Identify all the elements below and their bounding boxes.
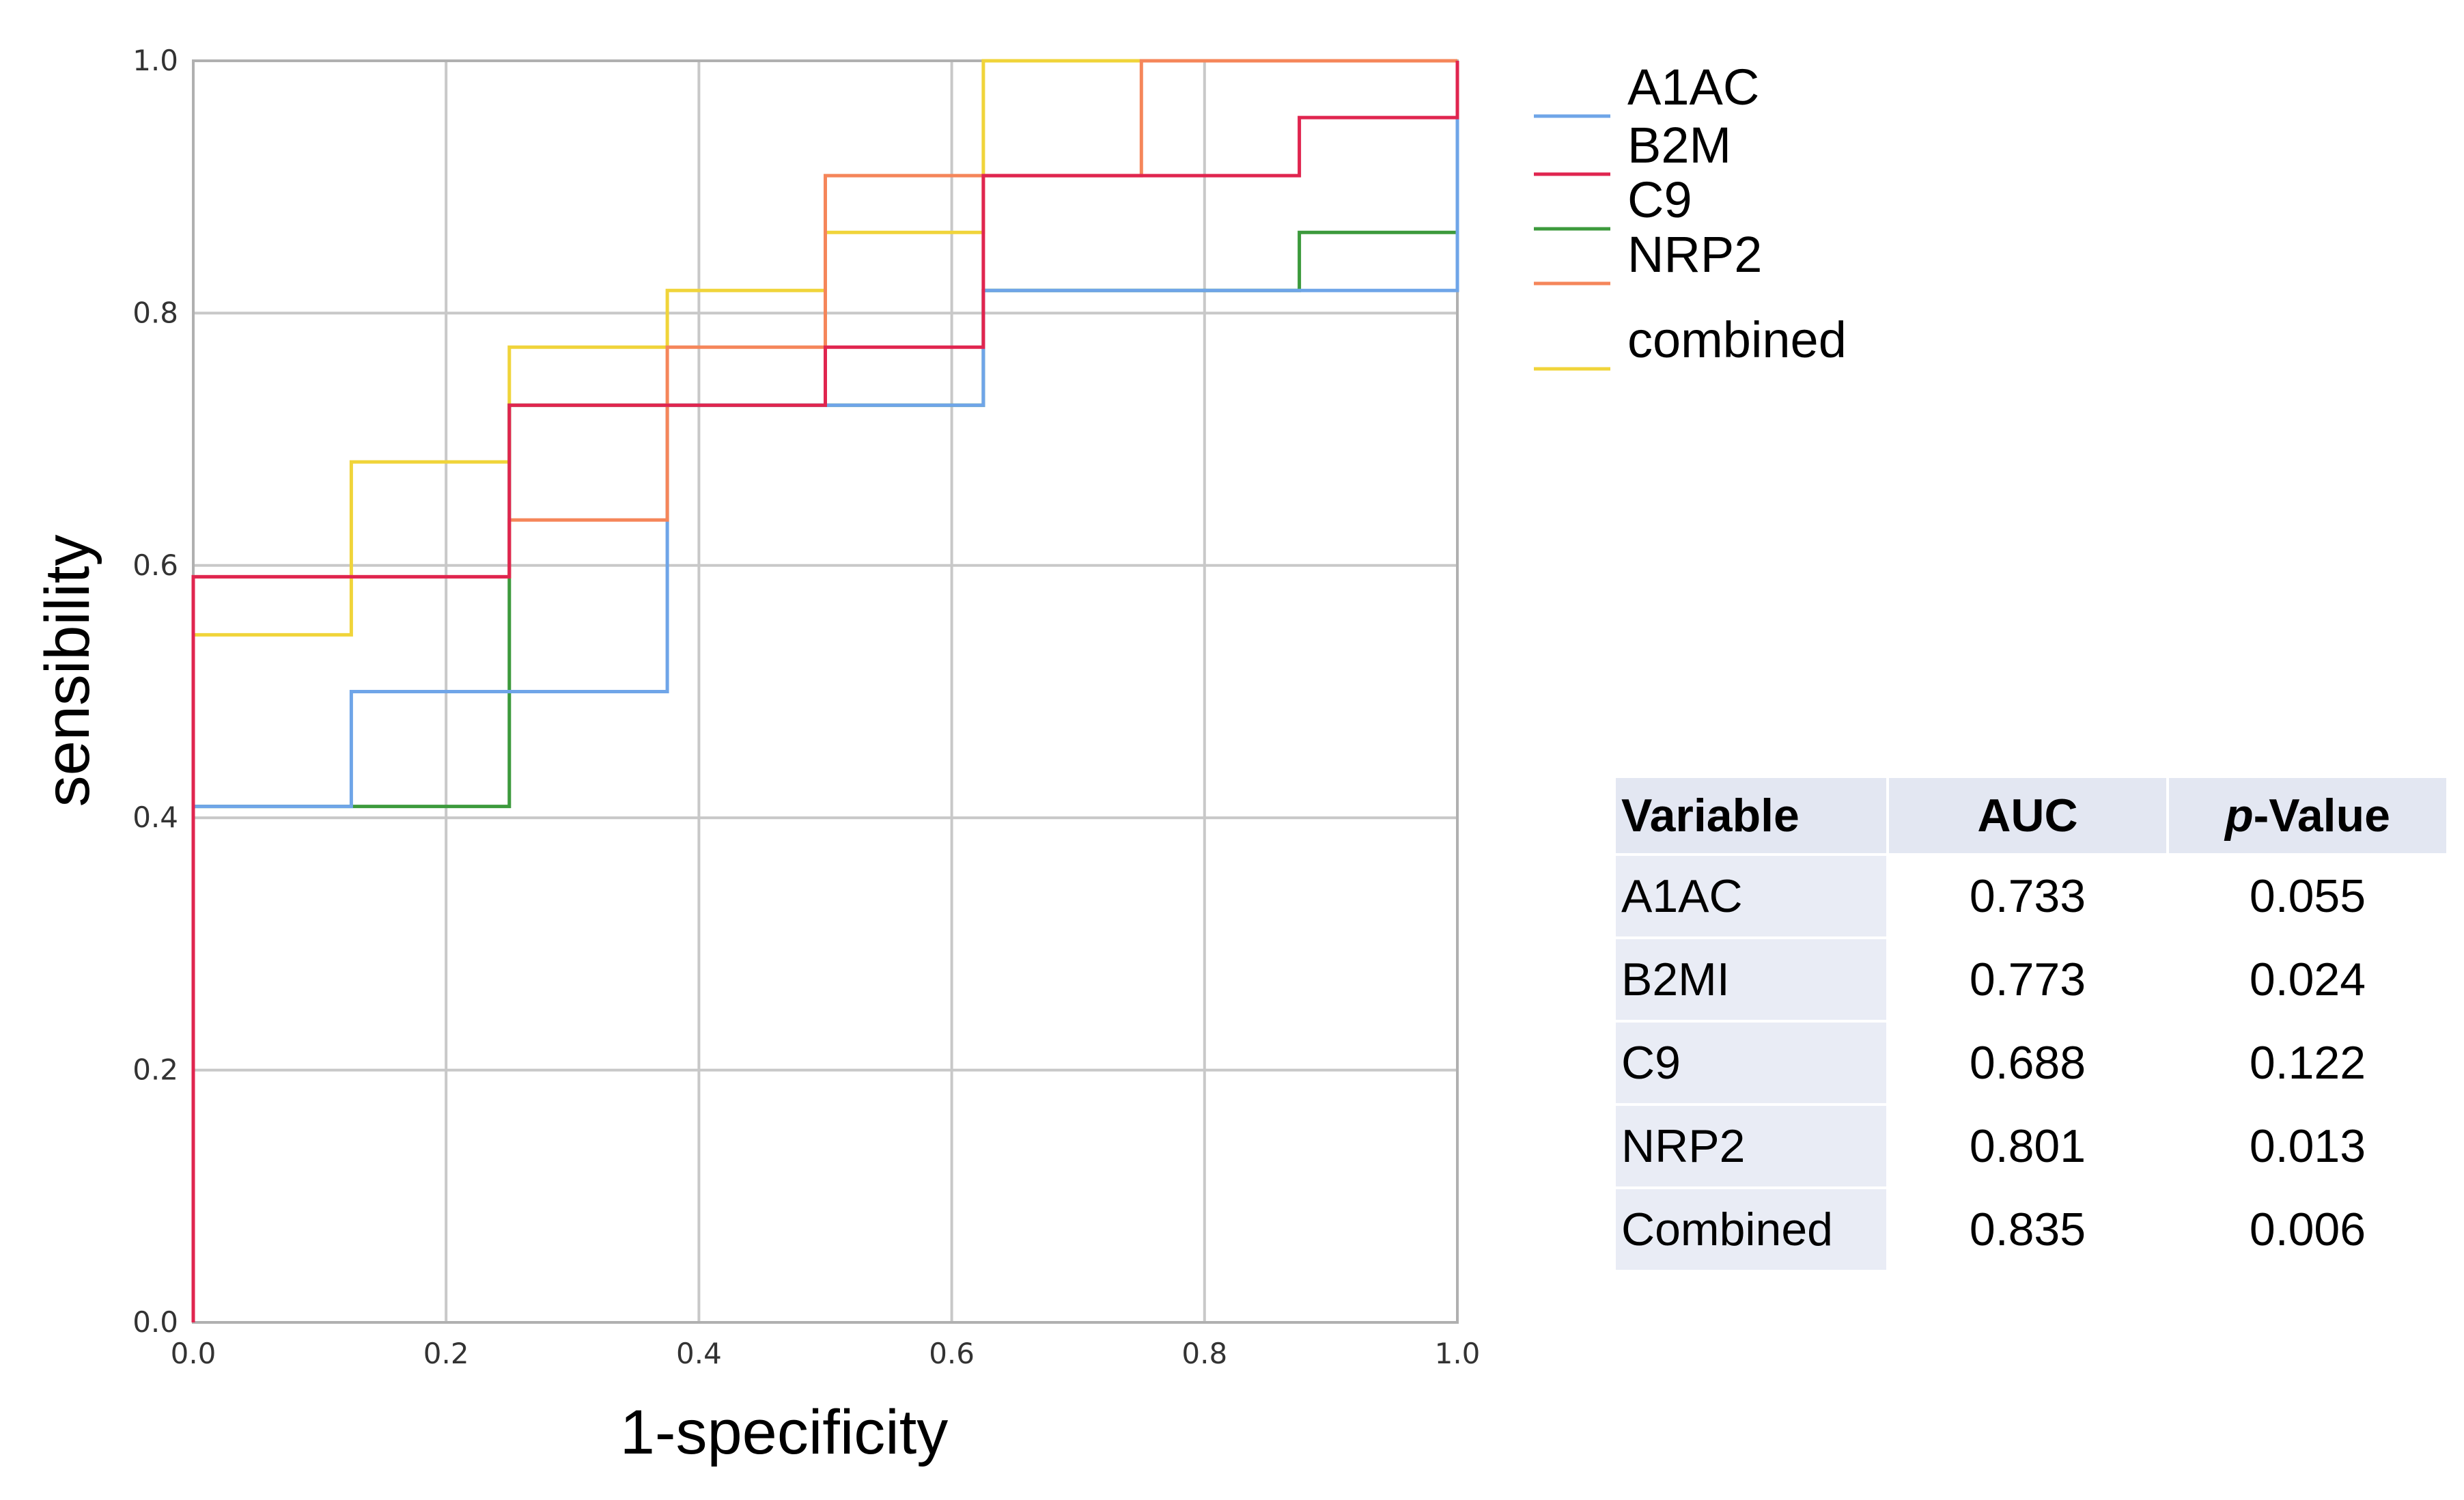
x-tick-label: 0.0 — [171, 1337, 216, 1370]
legend-label-a1ac: A1AC — [1627, 59, 1759, 115]
table-header-p-value: p-Value — [2169, 778, 2446, 853]
y-tick-label: 0.4 — [132, 801, 178, 834]
table-cell-p-value: 0.122 — [2249, 1037, 2366, 1089]
table-body: A1AC 0.733 0.055 B2MI 0.773 0.024 C9 0.688 0.122… — [1616, 856, 2446, 1270]
axis-ticks: 0.0 0.2 0.4 0.6 0.8 1.0 0.0 0.2 0.4 0.6 0.8 1.0 — [132, 44, 1480, 1370]
x-tick-label: 0.2 — [423, 1337, 469, 1370]
p-symbol: p — [2225, 790, 2254, 842]
table-cell-variable: C9 — [1616, 1023, 1886, 1103]
table-header-variable: Variable — [1616, 778, 1886, 853]
table-cell-p-value: 0.006 — [2249, 1204, 2366, 1255]
table-cell-variable: A1AC — [1616, 856, 1886, 936]
x-tick-label: 1.0 — [1435, 1337, 1481, 1370]
legend-label-combined: combined — [1627, 311, 1847, 368]
table-cell-p-value: 0.024 — [2249, 954, 2366, 1005]
table-row: B2MI 0.773 0.024 — [1616, 939, 2446, 1020]
y-tick-label: 0.2 — [132, 1053, 178, 1087]
x-tick-label: 0.8 — [1181, 1337, 1227, 1370]
value-suffix: -Value — [2253, 790, 2390, 842]
roc-curve-a1ac — [191, 61, 1459, 1322]
y-axis-title: sensibility — [33, 535, 102, 807]
y-tick-label: 0.8 — [132, 296, 178, 329]
y-tick-label: 0.6 — [132, 548, 178, 582]
x-axis-title: 1-specificity — [620, 1398, 949, 1467]
table-row: A1AC 0.733 0.055 — [1616, 856, 2446, 936]
table-row: C9 0.688 0.122 — [1616, 1023, 2446, 1103]
table-cell-auc: 0.835 — [1969, 1204, 2086, 1255]
roc-curves — [191, 59, 1459, 1322]
table-cell-variable: Combined — [1616, 1189, 1886, 1270]
x-tick-label: 0.6 — [929, 1337, 975, 1370]
table-cell-auc: 0.801 — [1969, 1120, 2086, 1172]
table-cell-variable: NRP2 — [1616, 1106, 1886, 1186]
legend-label-nrp2: NRP2 — [1627, 226, 1762, 283]
table-cell-auc: 0.688 — [1969, 1037, 2086, 1089]
table-row: Combined 0.835 0.006 — [1616, 1189, 2446, 1270]
y-tick-label: 0.0 — [132, 1305, 178, 1339]
y-tick-label: 1.0 — [132, 44, 178, 77]
legend-label-b2m: B2M — [1627, 117, 1731, 173]
table-cell-p-value: 0.013 — [2249, 1120, 2366, 1172]
roc-curve-b2m — [191, 61, 1459, 1322]
table-cell-variable: B2MI — [1616, 939, 1886, 1020]
legend-label-c9: C9 — [1627, 171, 1692, 228]
auc-table: Variable AUC p-Value A1AC 0.733 0.055 B2MI 0… — [1613, 775, 2449, 1273]
table-cell-auc: 0.773 — [1969, 954, 2086, 1005]
table-cell-p-value: 0.055 — [2249, 870, 2366, 922]
table-row: NRP2 0.801 0.013 — [1616, 1106, 2446, 1186]
table-header-row: Variable AUC p-Value — [1616, 778, 2446, 853]
table-header-auc: AUC — [1889, 778, 2166, 853]
x-tick-label: 0.4 — [676, 1337, 722, 1370]
table-cell-auc: 0.733 — [1969, 870, 2086, 922]
